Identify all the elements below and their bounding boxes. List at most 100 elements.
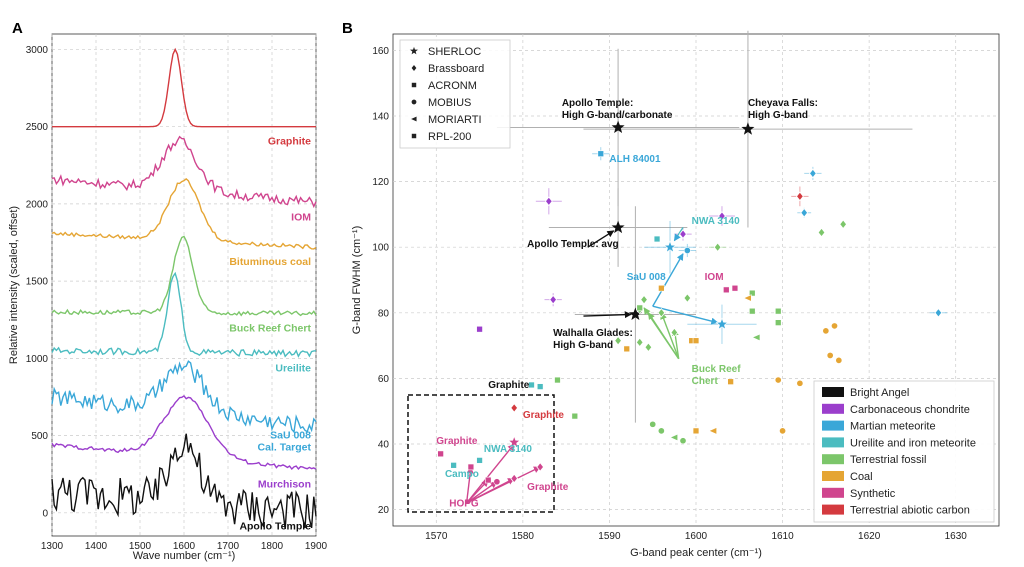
scatter-y-tick-label: 60: [378, 374, 390, 385]
data-point: [723, 286, 730, 294]
data-point: [715, 317, 729, 330]
data-point: [817, 227, 826, 238]
color-legend: Bright Angel Carbonaceous chondrite Martia…: [813, 380, 995, 523]
marker-legend-label: Brassboard: [428, 63, 484, 75]
data-point: [774, 376, 782, 384]
annotation-arrow: [643, 307, 680, 360]
data-point: [657, 427, 665, 435]
data-point: [796, 191, 804, 202]
spectra-y-tick-label: 2500: [26, 122, 49, 133]
scatter-y-tick-label: 100: [372, 243, 389, 254]
scatter-y-tick-label: 120: [372, 177, 389, 188]
data-point: [450, 462, 457, 469]
marker-legend-label: RPL-200: [428, 131, 471, 143]
spectrum-label: Graphite: [268, 136, 311, 148]
data-point: [669, 433, 679, 442]
legend-marker-icon: [409, 115, 418, 123]
data-point: [749, 289, 756, 297]
data-point: [670, 327, 679, 338]
data-point: [808, 168, 817, 179]
color-legend-swatch: [822, 487, 844, 498]
spectrum-line: [52, 47, 316, 128]
annotation-label: NWA 3140: [484, 444, 532, 455]
annotation-label: Cheyava Falls: High G-band: [748, 98, 818, 121]
data-point: [743, 294, 752, 302]
spectra-y-tick-label: 500: [31, 431, 48, 442]
spectra-chart: Graphite IOM Bituminous coal Buck Reef Cher…: [8, 33, 328, 562]
spectra-y-axis-label: Relative intensity (scaled, offset): [8, 206, 20, 364]
scatter-x-tick-label: 1600: [685, 531, 708, 542]
panel-label-b: B: [342, 20, 353, 37]
annotation-arrow: [466, 466, 541, 504]
spectrum-label: Apollo Temple: [239, 520, 311, 532]
data-point: [636, 304, 643, 312]
color-legend-label: Coal: [850, 471, 873, 483]
color-legend-swatch: [822, 471, 844, 481]
data-point: [484, 476, 492, 484]
marker-legend: SHERLOC Brassboard ACRONM MOBIUS MORIARTI RPL…: [399, 39, 511, 149]
data-point: [549, 294, 558, 305]
data-point: [635, 337, 644, 348]
color-legend-swatch: [822, 420, 844, 431]
spectrum-line: [51, 394, 317, 471]
scatter-y-tick-label: 80: [378, 308, 390, 319]
data-point: [597, 150, 605, 157]
annotation-label: Graphite: [523, 410, 565, 421]
annotation-label: IOM: [705, 272, 724, 283]
marker-legend-label: ACRONM: [428, 80, 477, 92]
spectra-y-tick-label: 1000: [26, 354, 49, 365]
spectra-x-tick-label: 1400: [85, 541, 108, 552]
data-point: [467, 463, 475, 471]
marker-legend-label: MOBIUS: [428, 97, 471, 109]
spectra-y-tick-label: 0: [42, 508, 48, 519]
spectra-x-axis-label: Wave number (cm⁻¹): [133, 550, 236, 562]
scatter-x-tick-label: 1570: [425, 531, 448, 542]
spectra-series-labels: Graphite IOM Bituminous coal Buck Reef Cher…: [229, 136, 311, 533]
spectra-x-tick-label: 1500: [129, 541, 152, 552]
spectrum-label: IOM: [291, 211, 311, 223]
data-point: [835, 356, 843, 364]
scatter-x-axis-label: G-band peak center (cm⁻¹): [630, 547, 762, 559]
spectra-y-tick-label: 1500: [26, 277, 49, 288]
spectra-lines: [51, 47, 317, 530]
color-legend-label: Ureilite and iron meteorite: [850, 437, 976, 449]
data-point: [544, 196, 553, 207]
data-point: [507, 435, 521, 448]
scatter-arrows: [465, 227, 719, 504]
spectra-ticks: 1300 1400 1500 1600 1700 1800 1900 0 500 1000 1500…: [26, 45, 328, 552]
color-legend-swatch: [822, 437, 844, 448]
data-point: [510, 403, 519, 413]
marker-legend-label: SHERLOC: [428, 46, 481, 58]
data-point: [934, 307, 943, 318]
spectra-plot-area: [51, 33, 317, 537]
scatter-y-tick-label: 40: [378, 440, 390, 451]
annotation-arrow: [587, 230, 615, 248]
scatter-x-tick-label: 1580: [512, 531, 535, 542]
scatter-y-tick-label: 20: [378, 505, 390, 516]
data-point: [831, 322, 838, 330]
spectrum-line: [51, 235, 317, 317]
spectrum-line: [51, 433, 317, 530]
legend-marker-icon: [411, 133, 417, 139]
annotation-arrow: [466, 443, 515, 504]
data-point: [775, 307, 782, 315]
annotation-label: Graphite: [527, 482, 569, 493]
graphite-inset-box: [407, 394, 555, 513]
color-legend-swatch: [822, 454, 844, 465]
data-point: [796, 379, 804, 387]
data-point: [683, 293, 692, 303]
spectrum-line: [51, 135, 317, 209]
scatter-y-tick-label: 160: [372, 46, 389, 57]
data-point: [554, 376, 561, 384]
data-point: [839, 219, 848, 230]
data-point: [611, 120, 625, 133]
data-point: [658, 284, 665, 292]
data-point: [683, 247, 691, 254]
annotation-arrow: [465, 466, 474, 504]
spectrum-line: [51, 360, 317, 434]
annotation-arrow: [583, 311, 632, 319]
data-point: [751, 333, 761, 342]
annotation-label: Graphite: [488, 380, 530, 391]
spectrum-label: Buck Reef Chert: [229, 323, 311, 335]
